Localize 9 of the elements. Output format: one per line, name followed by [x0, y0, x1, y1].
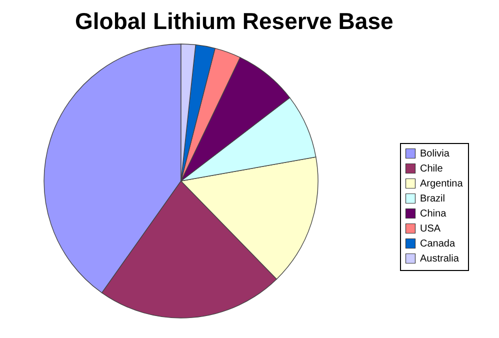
- chart-title: Global Lithium Reserve Base: [75, 8, 394, 34]
- legend-label: Brazil: [420, 194, 446, 204]
- legend-label: Chile: [420, 164, 444, 174]
- legend-label: Canada: [420, 238, 456, 250]
- legend-label: Argentina: [420, 178, 464, 190]
- legend-label: Australia: [420, 254, 460, 264]
- legend-label: Bolivia: [420, 148, 450, 160]
- legend-label: USA: [420, 224, 441, 234]
- legend-label: China: [420, 208, 447, 220]
